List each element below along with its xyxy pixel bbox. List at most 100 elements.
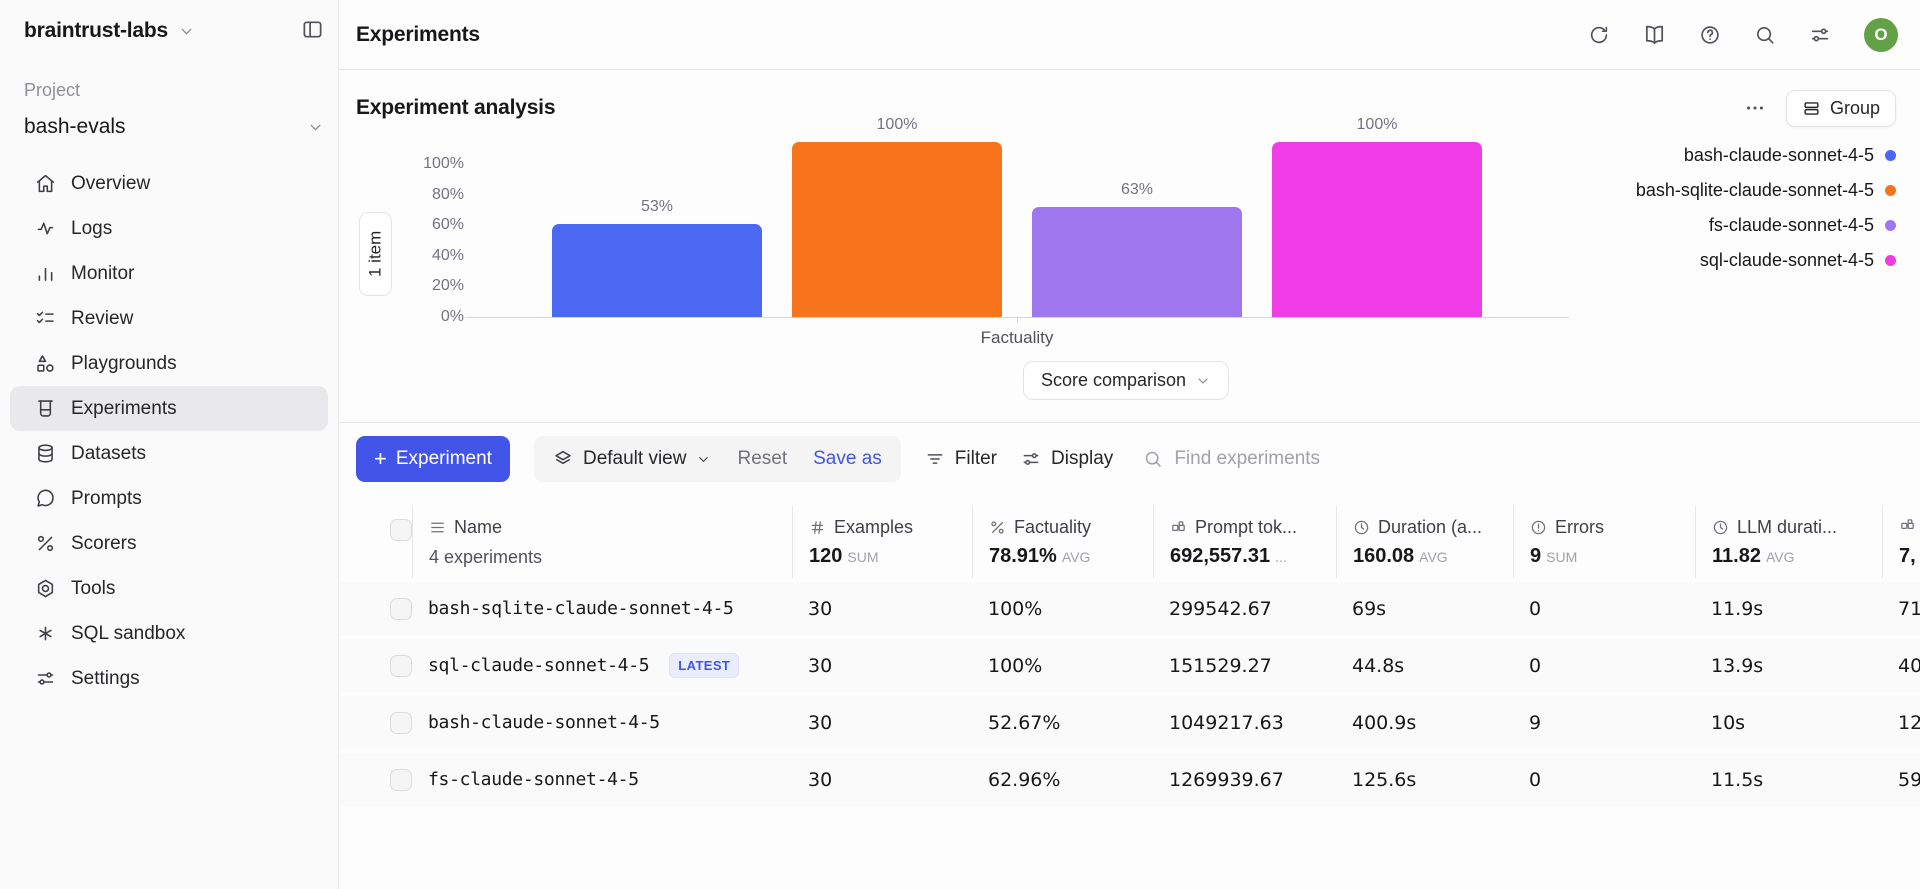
cell-factuality: 52.67% — [988, 711, 1061, 734]
bar-fs-claude-sonnet-4-5[interactable]: 63% — [1032, 142, 1242, 317]
view-selector-dropdown[interactable]: Default view — [540, 448, 725, 470]
project-switcher[interactable]: bash-evals — [24, 115, 324, 139]
cell-examples: 30 — [808, 768, 833, 791]
legend-dot — [1885, 184, 1896, 196]
y-tick: 20% — [431, 277, 464, 295]
cell-duration: 44.8s — [1352, 654, 1405, 677]
table-row[interactable]: bash-claude-sonnet-4-5 30 52.67% 1049217… — [339, 696, 1920, 749]
avatar[interactable]: O — [1864, 17, 1898, 52]
experiment-name[interactable]: fs-claude-sonnet-4-5 — [428, 769, 639, 790]
sidebar-item-review[interactable]: Review — [10, 296, 328, 341]
legend-item[interactable]: sql-claude-sonnet-4-5 — [1700, 249, 1896, 271]
sidebar-item-sql-sandbox[interactable]: SQL sandbox — [10, 611, 328, 656]
settings-sliders-icon[interactable] — [1809, 24, 1831, 46]
new-experiment-button[interactable]: + Experiment — [356, 436, 510, 482]
column-summary: 78.91% AVG — [989, 545, 1091, 567]
select-all-checkbox[interactable] — [390, 519, 412, 541]
cell-duration: 125.6s — [1352, 768, 1417, 791]
bar-bash-sqlite-claude-sonnet-4-5[interactable]: 100% — [792, 116, 1002, 317]
save-view-as-button[interactable]: Save as — [800, 448, 895, 470]
sidebar-item-playgrounds[interactable]: Playgrounds — [10, 341, 328, 386]
experiment-name[interactable]: bash-sqlite-claude-sonnet-4-5 — [428, 598, 734, 619]
bar[interactable] — [1032, 206, 1242, 317]
table-row[interactable]: bash-sqlite-claude-sonnet-4-5 30 100% 29… — [339, 582, 1920, 635]
view-controls: Default view Reset Save as — [533, 436, 901, 482]
sidebar-item-prompts[interactable]: Prompts — [10, 476, 328, 521]
sidebar-item-label: Prompts — [71, 487, 142, 509]
items-count-badge[interactable]: 1 item — [359, 212, 392, 296]
sidebar-item-tools[interactable]: Tools — [10, 566, 328, 611]
column-header-factuality[interactable]: Factuality 78.91% AVG — [972, 506, 1153, 578]
column-header-duration[interactable]: Duration (a... 160.08 AVG — [1336, 506, 1513, 578]
table-row[interactable]: fs-claude-sonnet-4-5 30 62.96% 1269939.6… — [339, 753, 1920, 806]
search-icon[interactable] — [1754, 24, 1776, 46]
legend-item[interactable]: bash-claude-sonnet-4-5 — [1684, 144, 1896, 166]
cell-factuality: 62.96% — [988, 768, 1061, 791]
column-header-clipped[interactable]: 7, — [1882, 506, 1920, 578]
sidebar-item-logs[interactable]: Logs — [10, 206, 328, 251]
display-button[interactable]: Display — [1021, 448, 1113, 470]
cell-examples: 30 — [808, 711, 833, 734]
sidebar-toggle-button[interactable] — [301, 18, 324, 44]
home-icon — [34, 173, 56, 194]
experiment-name[interactable]: bash-claude-sonnet-4-5 — [428, 712, 660, 733]
legend-item[interactable]: bash-sqlite-claude-sonnet-4-5 — [1636, 179, 1896, 201]
column-header-examples[interactable]: Examples 120 SUM — [792, 506, 972, 578]
legend-label: fs-claude-sonnet-4-5 — [1708, 214, 1874, 235]
sidebar-item-overview[interactable]: Overview — [10, 161, 328, 206]
percent-icon — [34, 533, 56, 554]
legend-item[interactable]: fs-claude-sonnet-4-5 — [1709, 214, 1896, 236]
sidebar-item-label: Playgrounds — [71, 352, 177, 374]
row-checkbox[interactable] — [390, 711, 412, 734]
row-checkbox[interactable] — [390, 597, 412, 620]
sidebar-item-monitor[interactable]: Monitor — [10, 251, 328, 296]
sidebar-item-settings[interactable]: Settings — [10, 656, 328, 701]
latest-badge: LATEST — [669, 653, 740, 678]
y-tick: 100% — [423, 155, 464, 172]
score-comparison-dropdown[interactable]: Score comparison — [1022, 361, 1230, 400]
sidebar-item-experiments[interactable]: Experiments — [10, 386, 328, 431]
sidebar-item-label: Scorers — [71, 532, 137, 554]
asterisk-icon — [34, 623, 56, 644]
reset-view-button[interactable]: Reset — [724, 448, 800, 470]
y-tick: 40% — [431, 246, 464, 264]
find-experiments-input[interactable] — [1174, 448, 1405, 470]
search-icon — [1143, 449, 1163, 469]
workspace-switcher[interactable]: braintrust-labs — [24, 0, 324, 62]
column-header-llm-duration[interactable]: LLM durati... 11.82 AVG — [1695, 506, 1882, 578]
sidebar-item-scorers[interactable]: Scorers — [10, 521, 328, 566]
table-row[interactable]: sql-claude-sonnet-4-5 LATEST 30 100% 151… — [339, 639, 1920, 692]
bar-sql-claude-sonnet-4-5[interactable]: 100% — [1272, 116, 1482, 317]
cell-examples: 30 — [808, 597, 833, 620]
column-summary: 11.82 AVG — [1712, 545, 1795, 567]
bar[interactable] — [792, 142, 1002, 317]
cell-clipped: 40 — [1898, 654, 1920, 677]
experiments-toolbar: + Experiment Default view Reset Save as … — [339, 423, 1920, 494]
column-header-prompt-tokens[interactable]: Prompt tok... 692,557.31... — [1153, 506, 1336, 578]
docs-book-icon[interactable] — [1643, 23, 1666, 46]
row-checkbox[interactable] — [390, 768, 412, 791]
more-menu-button[interactable] — [1744, 97, 1766, 119]
column-header-errors[interactable]: Errors 9 SUM — [1513, 506, 1695, 578]
group-button[interactable]: Group — [1785, 89, 1896, 127]
y-axis: 100% 80% 60% 40% 20% 0% — [396, 154, 464, 327]
display-label: Display — [1051, 448, 1114, 469]
bar-bash-claude-sonnet-4-5[interactable]: 53% — [552, 142, 762, 317]
filter-button[interactable]: Filter — [925, 448, 997, 470]
workspace-name[interactable]: braintrust-labs — [24, 19, 169, 42]
bar[interactable] — [1272, 142, 1482, 317]
column-summary: 4 experiments — [429, 547, 543, 567]
shapes-icon — [34, 353, 56, 374]
help-icon[interactable] — [1699, 24, 1721, 46]
row-checkbox[interactable] — [390, 654, 412, 677]
sidebar-nav: Overview Logs Monitor Review Playgrounds — [10, 161, 328, 701]
column-summary: 160.08 AVG — [1353, 545, 1448, 567]
experiment-name[interactable]: sql-claude-sonnet-4-5 — [428, 655, 650, 676]
chat-bubble-icon — [34, 488, 56, 509]
legend-dot — [1885, 219, 1896, 231]
legend-dot — [1885, 149, 1896, 161]
refresh-icon[interactable] — [1588, 24, 1610, 46]
bar[interactable] — [552, 224, 762, 317]
sidebar-item-datasets[interactable]: Datasets — [10, 431, 328, 476]
column-header-name[interactable]: Name 4 experiments — [412, 506, 792, 578]
